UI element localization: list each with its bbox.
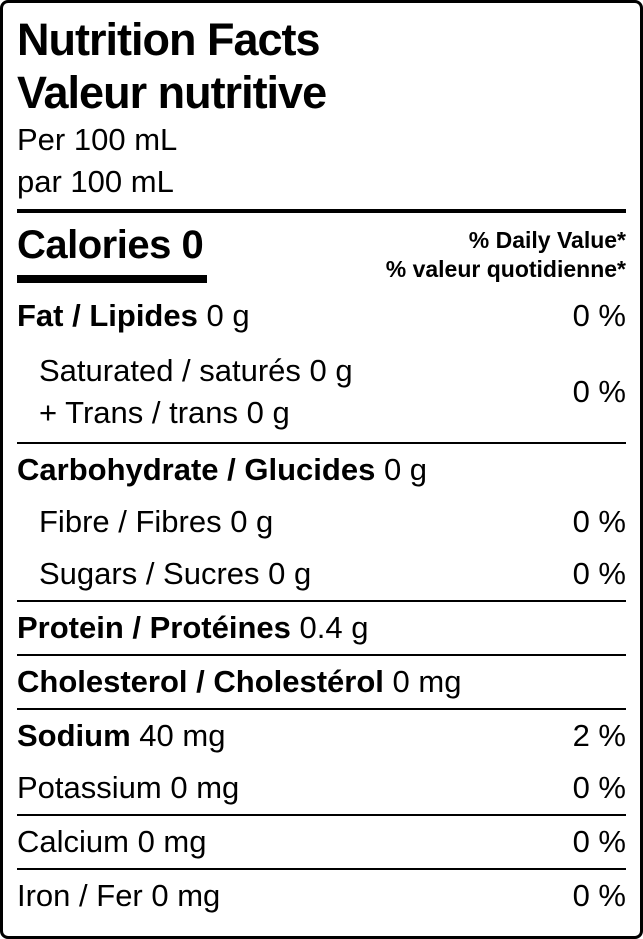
footnote-en-a-little: a little	[182, 934, 257, 936]
carbohydrate-label: Carbohydrate / Glucides 0 g	[17, 453, 427, 487]
nutrient-row-cholesterol: Cholesterol / Cholestérol 0 mg	[17, 656, 626, 708]
nutrient-row-fat: Fat / Lipides 0 g 0 %	[17, 290, 626, 342]
sodium-label: Sodium 40 mg	[17, 719, 225, 753]
divider	[17, 654, 626, 656]
fat-name: Fat / Lipides	[17, 298, 198, 333]
footnote-en-text: , 15% or more is	[257, 934, 454, 936]
daily-value-english: % Daily Value*	[468, 227, 626, 253]
calories-section: Calories 0 % Daily Value* % valeur quoti…	[17, 213, 626, 290]
calcium-percent: 0 %	[572, 824, 626, 859]
saturated-trans-percent: 0 %	[572, 374, 626, 409]
saturated-line: Saturated / saturés 0 g	[39, 353, 353, 388]
protein-name: Protein / Protéines	[17, 610, 291, 645]
cholesterol-name: Cholesterol / Cholestérol	[17, 664, 384, 699]
calories: Calories 0	[17, 221, 207, 283]
divider	[17, 708, 626, 710]
sodium-amount: 40 mg	[130, 718, 226, 753]
calcium-label: Calcium 0 mg	[17, 824, 207, 859]
title-english: Nutrition Facts	[17, 14, 321, 65]
header-divider	[17, 209, 626, 213]
protein-amount: 0.4 g	[290, 610, 369, 645]
fibre-label: Fibre / Fibres 0 g	[39, 504, 274, 539]
nutrient-row-protein: Protein / Protéines 0.4 g	[17, 602, 626, 654]
footnote-en-a-lot: a lot	[453, 934, 506, 936]
nutrient-row-potassium: Potassium 0 mg 0 %	[17, 762, 626, 814]
divider	[17, 442, 626, 444]
sodium-name: Sodium	[17, 718, 131, 753]
calories-underline-bar	[17, 275, 207, 283]
footnote-en-text: *5% or less is	[17, 934, 182, 936]
fat-label: Fat / Lipides 0 g	[17, 299, 250, 333]
trans-line: + Trans / trans 0 g	[39, 395, 290, 430]
saturated-trans-label: Saturated / saturés 0 g + Trans / trans …	[17, 350, 353, 434]
fibre-percent: 0 %	[572, 504, 626, 539]
nutrient-row-saturated-trans: Saturated / saturés 0 g + Trans / trans …	[17, 342, 626, 442]
daily-value-heading: % Daily Value* % valeur quotidienne*	[386, 221, 626, 284]
fat-amount: 0 g	[197, 298, 250, 333]
sugars-percent: 0 %	[572, 556, 626, 591]
calories-label: Calories	[17, 223, 171, 267]
serving-size-french: par 100 mL	[17, 164, 174, 199]
potassium-label: Potassium 0 mg	[17, 770, 240, 805]
cholesterol-amount: 0 mg	[383, 664, 462, 699]
divider	[17, 600, 626, 602]
footnotes: *5% or less is a little, 15% or more is …	[17, 922, 626, 936]
title-french: Valeur nutritive	[17, 67, 327, 118]
protein-label: Protein / Protéines 0.4 g	[17, 611, 368, 645]
serving-size-english: Per 100 mL	[17, 122, 178, 157]
daily-value-french: % valeur quotidienne*	[385, 256, 626, 282]
nutrient-row-iron: Iron / Fer 0 mg 0 %	[17, 870, 626, 922]
nutrient-row-fibre: Fibre / Fibres 0 g 0 %	[17, 496, 626, 548]
calories-value: 0	[181, 223, 204, 267]
label-header: Nutrition Facts Valeur nutritive Per 100…	[17, 3, 626, 203]
nutrient-row-sugars: Sugars / Sucres 0 g 0 %	[17, 548, 626, 600]
fat-percent: 0 %	[572, 298, 626, 333]
sugars-label: Sugars / Sucres 0 g	[39, 556, 312, 591]
nutrient-row-calcium: Calcium 0 mg 0 %	[17, 816, 626, 868]
footnote-english: *5% or less is a little, 15% or more is …	[17, 932, 626, 936]
sodium-percent: 2 %	[572, 718, 626, 753]
iron-percent: 0 %	[572, 878, 626, 913]
divider	[17, 868, 626, 870]
carbohydrate-amount: 0 g	[375, 452, 428, 487]
cholesterol-label: Cholesterol / Cholestérol 0 mg	[17, 665, 461, 699]
potassium-percent: 0 %	[572, 770, 626, 805]
carbohydrate-name: Carbohydrate / Glucides	[17, 452, 376, 487]
iron-label: Iron / Fer 0 mg	[17, 878, 221, 913]
divider	[17, 814, 626, 816]
nutrient-row-carbohydrate: Carbohydrate / Glucides 0 g	[17, 444, 626, 496]
nutrient-row-sodium: Sodium 40 mg 2 %	[17, 710, 626, 762]
calories-text: Calories 0	[17, 223, 204, 267]
